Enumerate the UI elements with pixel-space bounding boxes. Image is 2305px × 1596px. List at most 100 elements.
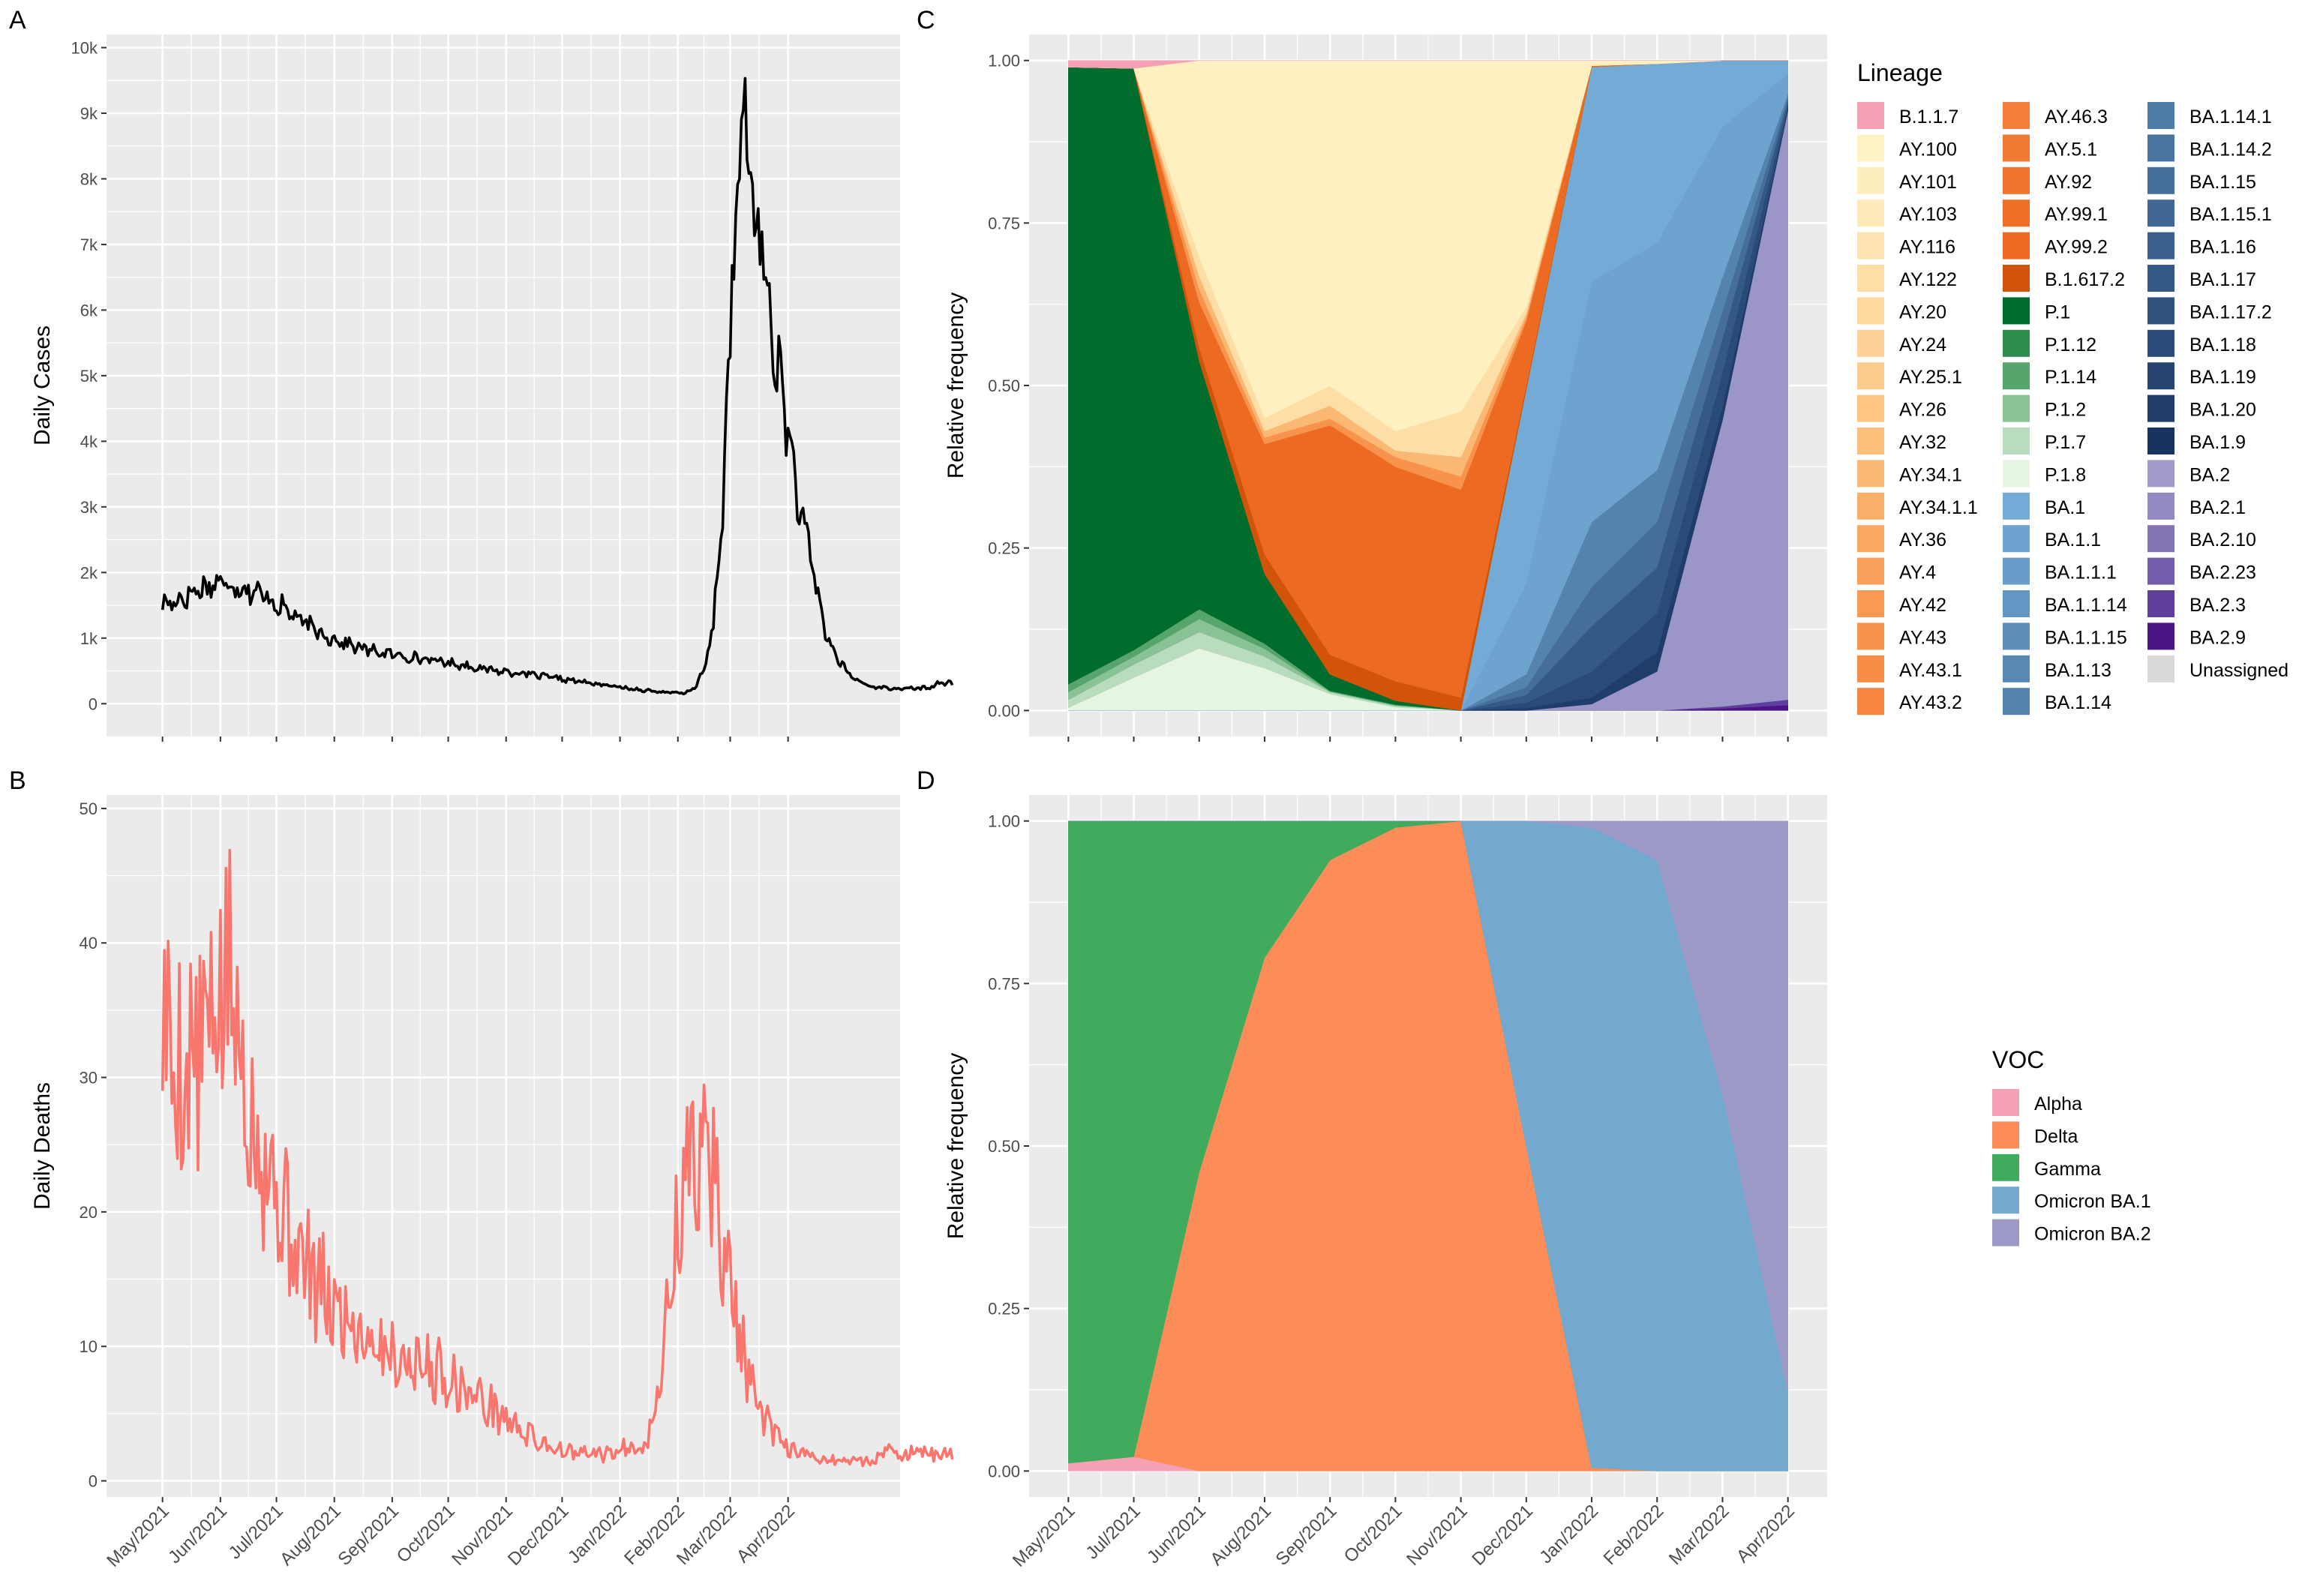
legend-label: P.1.7 <box>2045 432 2086 453</box>
legend-label: BA.1.14 <box>2045 692 2111 713</box>
y-tick-label: 0.75 <box>988 214 1020 232</box>
y-tick-label: 0.25 <box>988 1300 1020 1318</box>
x-tick-label: Oct/2021 <box>1340 1501 1406 1567</box>
legend-swatch <box>2147 428 2174 454</box>
legend-swatch <box>2003 590 2030 617</box>
legend-swatch <box>2147 655 2174 682</box>
legend-label: BA.1.16 <box>2189 237 2256 258</box>
daily-cases-line <box>161 76 954 696</box>
legend-label: BA.1.17 <box>2189 269 2256 290</box>
legend-swatch <box>2147 166 2174 194</box>
panel-label-c: C <box>917 6 935 34</box>
panel-a-axes: 0 1k 2k 3k 4k 5k 6k 7k 8k 9k 10k <box>71 38 789 742</box>
legend-label: BA.1.20 <box>2189 400 2256 421</box>
y-tick-label: 1.00 <box>988 52 1020 70</box>
y-tick-label: 0.00 <box>988 701 1020 720</box>
legend-label: P.1.8 <box>2045 464 2086 485</box>
y-tick-label: 0.75 <box>988 974 1020 993</box>
legend-swatch <box>2003 525 2030 553</box>
lineage-legend-title: Lineage <box>1857 59 1943 86</box>
daily-deaths-axis-title: Daily Deaths <box>30 1082 55 1210</box>
daily-cases-axis-title: Daily Cases <box>30 326 55 446</box>
legend-swatch <box>2147 394 2174 422</box>
legend-label: Omicron BA.1 <box>2034 1191 2151 1212</box>
legend-swatch <box>2003 329 2030 357</box>
y-tick-label: 8k <box>80 170 98 188</box>
legend-label: AY.92 <box>2045 172 2092 193</box>
x-tick-label: Jan/2022 <box>1535 1501 1602 1568</box>
legend-swatch <box>2147 622 2174 650</box>
legend-label: AY.100 <box>1899 139 1957 160</box>
y-tick-label: 0.50 <box>988 376 1020 395</box>
x-tick-label: Jul/2021 <box>1082 1501 1145 1563</box>
legend-swatch <box>2147 200 2174 227</box>
legend-label: Delta <box>2034 1126 2078 1147</box>
legend-label: P.1 <box>2045 302 2070 322</box>
legend-label: P.1.12 <box>2045 334 2096 356</box>
legend-swatch <box>2003 362 2030 390</box>
y-tick-label: 9k <box>80 104 98 123</box>
legend-swatch <box>1857 200 1884 227</box>
x-tick-label: Apr/2022 <box>733 1501 799 1567</box>
legend-label: B.1.617.2 <box>2045 269 2125 290</box>
legend-label: BA.2.3 <box>2189 595 2246 616</box>
x-tick-label: Jun/2021 <box>1143 1501 1210 1568</box>
panel-c-axis-title: Relative frequency <box>944 292 968 478</box>
legend-label: AY.116 <box>1899 237 1955 258</box>
legend-swatch <box>1857 622 1884 650</box>
legend-swatch <box>1857 297 1884 325</box>
y-tick-label: 3k <box>80 498 98 517</box>
legend-swatch <box>1992 1121 2019 1149</box>
y-tick-label: 0 <box>89 1472 98 1490</box>
legend-swatch <box>1857 557 1884 585</box>
legend-swatch <box>2147 590 2174 617</box>
legend-swatch <box>2003 655 2030 682</box>
legend-label: Omicron BA.2 <box>2034 1224 2151 1245</box>
legend-swatch <box>2003 622 2030 650</box>
y-tick-label: 0.50 <box>988 1137 1020 1156</box>
legend-label: BA.2.9 <box>2189 627 2246 648</box>
legend-label: BA.1.18 <box>2189 334 2256 356</box>
legend-label: BA.1.19 <box>2189 367 2256 388</box>
panel-label-b: B <box>9 766 26 795</box>
legend-label: AY.43.1 <box>1899 660 1962 681</box>
y-tick-label: 6k <box>80 301 98 320</box>
legend-swatch <box>1857 394 1884 422</box>
legend-swatch <box>2147 460 2174 488</box>
y-tick-label: 7k <box>80 236 98 254</box>
legend-swatch <box>2003 232 2030 260</box>
legend-swatch <box>2003 102 2030 129</box>
legend-swatch <box>2147 232 2174 260</box>
x-tick-label: Nov/2021 <box>1403 1501 1472 1570</box>
x-tick-label: Feb/2022 <box>1600 1501 1668 1569</box>
x-tick-label: Jun/2021 <box>164 1501 231 1568</box>
y-tick-label: 50 <box>80 800 98 818</box>
y-tick-label: 0.25 <box>988 539 1020 558</box>
legend-label: BA.1.1.15 <box>2045 627 2127 648</box>
legend-label: AY.26 <box>1899 400 1946 421</box>
panel-b-daily-deaths: 01020304050May/2021Jun/2021Jul/2021Aug/2… <box>30 795 954 1571</box>
x-tick-label: Apr/2022 <box>1733 1501 1799 1567</box>
legend-swatch <box>2147 297 2174 325</box>
legend-label: AY.24 <box>1899 334 1946 356</box>
legend-swatch <box>2147 362 2174 390</box>
legend-swatch <box>1857 362 1884 390</box>
legend-swatch <box>2147 557 2174 585</box>
legend-swatch <box>1857 525 1884 553</box>
legend-swatch <box>1857 655 1884 682</box>
panel-d-areas <box>1068 820 1788 1472</box>
legend-label: AY.32 <box>1899 432 1946 453</box>
daily-deaths-line <box>161 848 954 1468</box>
legend-swatch <box>2147 525 2174 553</box>
legend-label: AY.122 <box>1899 269 1957 290</box>
legend-label: BA.1.17.2 <box>2189 302 2272 322</box>
x-tick-label: Mar/2022 <box>1665 1501 1733 1569</box>
panel-a-daily-cases: 0 1k 2k 3k 4k 5k 6k 7k 8k 9k 10k Daily Cases <box>30 34 954 742</box>
legend-swatch <box>2003 394 2030 422</box>
panel-label-a: A <box>9 6 26 34</box>
legend-label: BA.1.1.14 <box>2045 595 2127 616</box>
legend-label: BA.1 <box>2045 497 2085 518</box>
panel-c-lineage-frequency: 0.000.250.500.751.00 Relative frequency … <box>944 34 2288 742</box>
legend-label: AY.43 <box>1899 627 1946 648</box>
area-lineage-b-1-1-7 <box>1068 60 1788 69</box>
